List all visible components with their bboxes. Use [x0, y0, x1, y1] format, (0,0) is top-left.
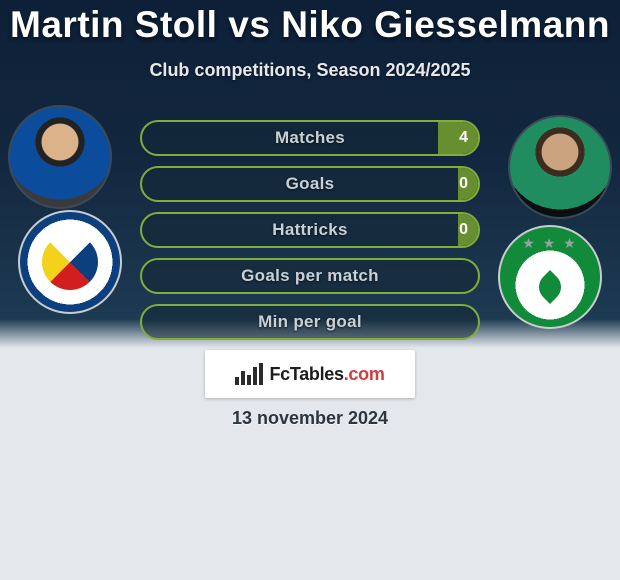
brand-tld: .com [344, 364, 385, 384]
date-label: 13 november 2024 [0, 408, 620, 429]
player-right-avatar [508, 115, 612, 219]
subtitle: Club competitions, Season 2024/2025 [0, 60, 620, 81]
stat-value-right: 0 [459, 168, 468, 200]
stat-row: Goals0 [140, 166, 480, 202]
stat-row: Matches4 [140, 120, 480, 156]
stat-row: Goals per match [140, 258, 480, 294]
stat-label: Hattricks [142, 214, 478, 246]
cloverleaf-icon [533, 270, 567, 304]
brand-text: FcTables.com [269, 364, 384, 385]
club-left-badge [18, 210, 122, 314]
player-left-avatar [8, 105, 112, 209]
club-right-stars: ★ ★ ★ [500, 235, 600, 252]
stat-row: Hattricks0 [140, 212, 480, 248]
brand-box: FcTables.com [205, 350, 415, 398]
stat-value-right: 4 [459, 122, 468, 154]
stat-label: Goals per match [142, 260, 478, 292]
stat-value-right: 0 [459, 214, 468, 246]
stat-label: Matches [142, 122, 478, 154]
player-left-name: Martin Stoll [10, 4, 217, 45]
title-vs: vs [228, 4, 270, 45]
stat-label: Goals [142, 168, 478, 200]
bar-chart-icon [235, 363, 263, 385]
stat-row: Min per goal [140, 304, 480, 340]
stat-rows: Matches4Goals0Hattricks0Goals per matchM… [140, 120, 480, 350]
player-right-name: Niko Giesselmann [281, 4, 610, 45]
page-title: Martin Stoll vs Niko Giesselmann [0, 0, 620, 46]
club-right-badge: ★ ★ ★ [498, 225, 602, 329]
brand-name: FcTables [269, 364, 343, 384]
stat-label: Min per goal [142, 306, 478, 338]
